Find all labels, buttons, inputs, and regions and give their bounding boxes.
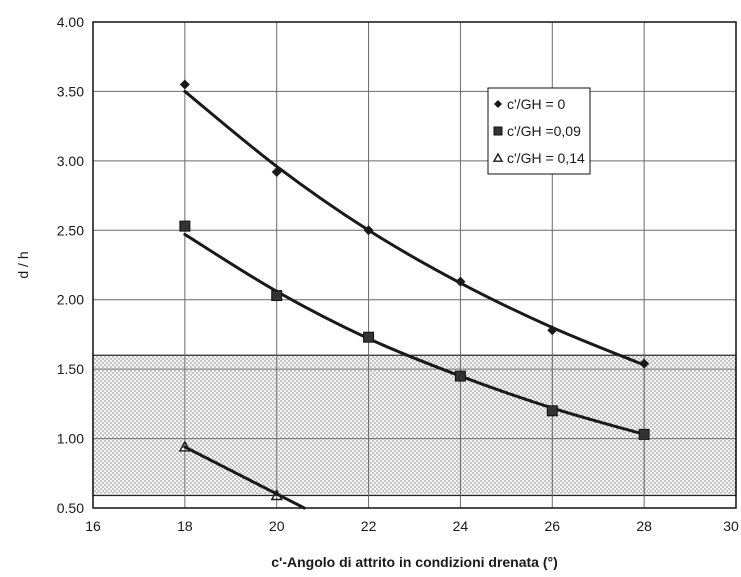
data-point-s2-2 [271, 290, 283, 302]
y-tick-label: 4.00 [57, 14, 84, 30]
y-tick-label: 2.00 [57, 292, 84, 308]
x-tick-label: 24 [453, 518, 469, 534]
data-point-s1-6 [639, 358, 650, 369]
y-tick-label: 3.00 [57, 153, 84, 169]
data-point-s1-2 [271, 166, 282, 177]
legend: c'/GH = 0 c'/GH =0,09 c'/GH = 0,14 [487, 87, 591, 175]
x-tick-label: 20 [269, 518, 285, 534]
x-tick-label: 18 [177, 518, 193, 534]
shaded-band [92, 354, 737, 497]
series-line-3 [183, 445, 306, 510]
data-point-s1-4 [455, 276, 466, 287]
y-tick-label: 0.50 [57, 500, 84, 516]
data-point-s2-1 [179, 220, 191, 232]
y-axis-label: d / h [15, 251, 31, 278]
data-point-s1-1 [179, 79, 190, 90]
legend-label-1: c'/GH = 0 [507, 96, 566, 112]
legend-marker-3 [492, 152, 504, 162]
data-point-s2-4 [454, 370, 466, 382]
x-tick-label: 22 [361, 518, 377, 534]
data-point-s2-5 [546, 405, 558, 417]
x-tick-label: 26 [544, 518, 560, 534]
data-point-s1-5 [547, 325, 558, 336]
y-tick-label: 3.50 [57, 83, 84, 99]
y-tick-label: 2.50 [57, 222, 84, 238]
plot-frame [92, 21, 737, 509]
data-point-s2-6 [638, 428, 650, 440]
x-tick-label: 30 [723, 518, 739, 534]
legend-label-3: c'/GH = 0,14 [507, 150, 585, 166]
data-point-s1-3 [363, 225, 374, 236]
y-tick-label: 1.00 [57, 431, 84, 447]
x-tick-label: 16 [85, 518, 101, 534]
legend-box [487, 87, 591, 175]
x-axis-label: c'-Angolo di attrito in condizioni drena… [271, 554, 558, 570]
series-line-2 [183, 232, 646, 436]
data-point-s3-1 [178, 440, 192, 452]
legend-marker-2 [493, 126, 503, 136]
data-point-s3-2 [270, 489, 283, 501]
legend-label-2: c'/GH =0,09 [507, 123, 581, 139]
legend-marker-1 [494, 100, 502, 108]
data-point-s2-3 [363, 331, 375, 343]
x-tick-label: 28 [636, 518, 652, 534]
y-tick-label: 1.50 [57, 361, 84, 377]
